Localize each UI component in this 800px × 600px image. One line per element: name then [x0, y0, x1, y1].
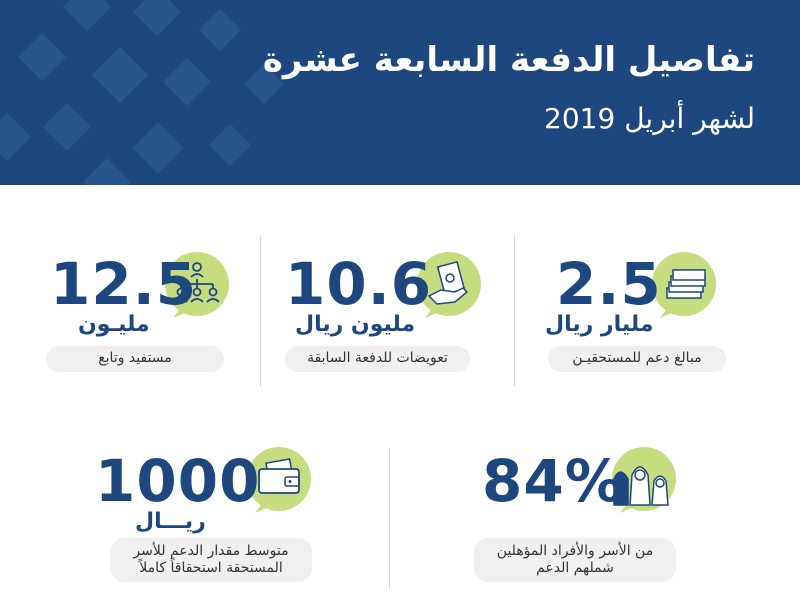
stat-unit: مليـون — [78, 312, 150, 337]
family-icon — [612, 447, 676, 513]
stat-description: متوسط مقدار الدعم للأسر المستحقة استحقاق… — [110, 538, 312, 582]
stat-description: من الأسر والأفراد المؤهلين شملهم الدعم — [474, 538, 676, 582]
stat-value: 12.5 — [50, 250, 198, 318]
divider — [514, 236, 515, 386]
geometric-pattern-icon — [0, 0, 284, 185]
stat-description: مبالغ دعم للمستحقيـن — [548, 346, 726, 372]
people-hierarchy-icon — [165, 252, 229, 318]
stat-unit: ريـــال — [135, 509, 206, 534]
stat-description: تعويضات للدفعة السابقة — [285, 346, 470, 372]
divider — [389, 448, 390, 588]
stat-value: 84% — [482, 447, 624, 515]
stat-unit: مليار ريال — [545, 312, 654, 337]
wallet-icon — [247, 447, 311, 513]
stat-value: 10.6 — [285, 250, 433, 318]
hand-money-icon — [417, 252, 481, 318]
stat-unit: مليون ريال — [295, 312, 416, 337]
page-subtitle: لشهر أبريل 2019 — [544, 102, 755, 135]
stat-value: 2.5 — [556, 250, 662, 318]
stat-description: مستفيد وتابع — [46, 346, 224, 372]
stat-value: 1000 — [95, 447, 261, 515]
money-stack-icon — [652, 252, 716, 318]
page-title: تفاصيل الدفعة السابعة عشرة — [262, 40, 755, 80]
divider — [260, 236, 261, 386]
header-banner: تفاصيل الدفعة السابعة عشرة لشهر أبريل 20… — [0, 0, 800, 185]
